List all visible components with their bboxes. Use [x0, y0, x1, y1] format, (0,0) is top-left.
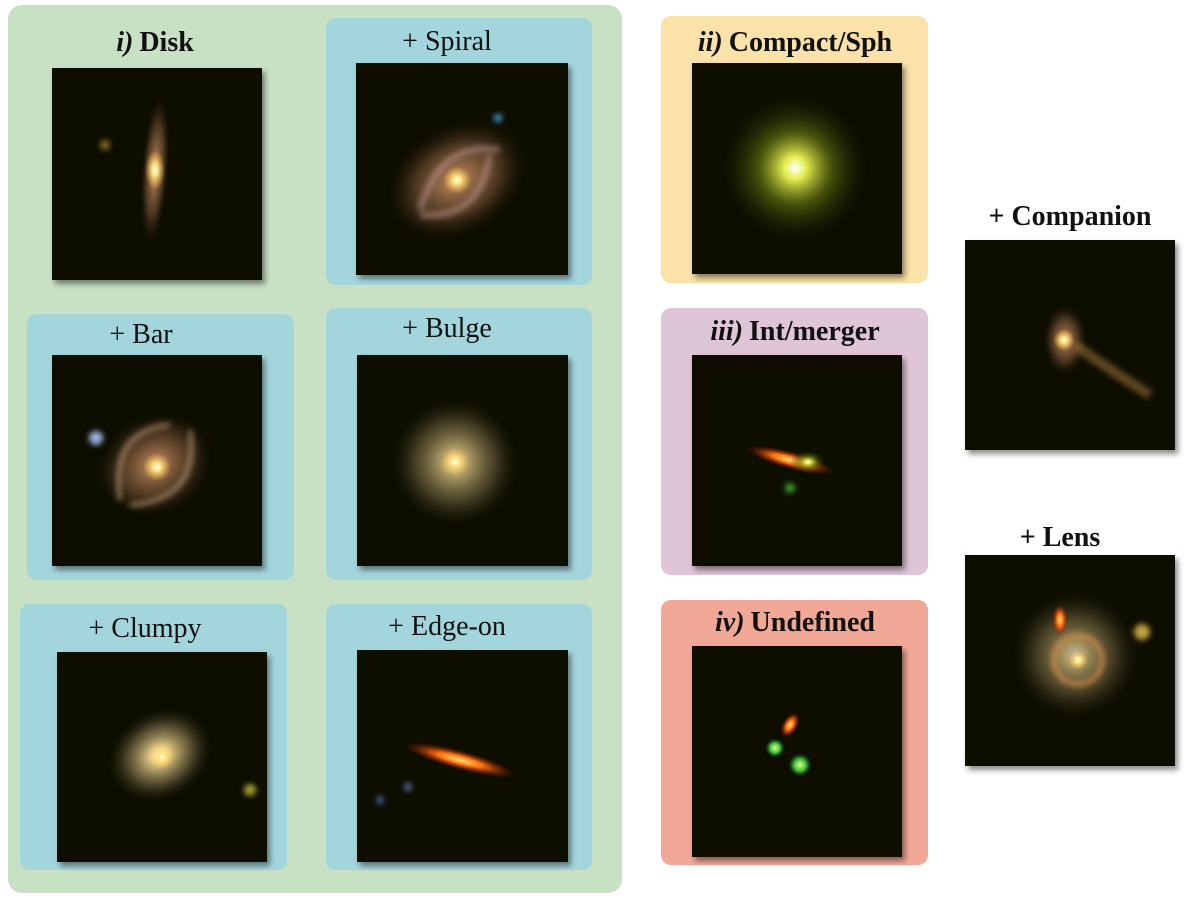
- class-numeral: iii): [710, 316, 743, 347]
- galaxy-image: [965, 555, 1175, 766]
- flag-label: + Lens: [1020, 522, 1101, 553]
- galaxy-image: [965, 240, 1175, 450]
- class-numeral: i): [116, 27, 133, 58]
- subclass-label: + Bar: [109, 319, 173, 350]
- galaxy-image: [692, 646, 902, 857]
- galaxy-image: [57, 652, 267, 862]
- class-label: ii) Compact/Sph: [698, 27, 893, 58]
- class-numeral: ii): [698, 27, 723, 58]
- galaxy-image: [692, 355, 902, 566]
- galaxy-image: [357, 650, 568, 862]
- class-name: Undefined: [751, 607, 876, 638]
- galaxy-image: [692, 63, 902, 274]
- class-name: Disk: [139, 27, 194, 58]
- subclass-label: + Clumpy: [88, 613, 201, 644]
- galaxy-image: [52, 355, 262, 566]
- galaxy-image: [356, 63, 568, 275]
- subclass-label: + Bulge: [402, 313, 492, 344]
- galaxy-image: [357, 355, 568, 566]
- class-name: Compact/Sph: [729, 27, 893, 58]
- class-label: iii) Int/merger: [710, 316, 879, 347]
- subclass-label: + Spiral: [402, 26, 492, 57]
- class-label: iv) Undefined: [715, 607, 875, 638]
- class-numeral: iv): [715, 607, 745, 638]
- subclass-label: + Edge-on: [388, 611, 506, 642]
- class-label: i) Disk: [116, 27, 194, 58]
- galaxy-image: [52, 68, 262, 280]
- class-name: Int/merger: [749, 316, 880, 347]
- flag-label: + Companion: [989, 201, 1152, 232]
